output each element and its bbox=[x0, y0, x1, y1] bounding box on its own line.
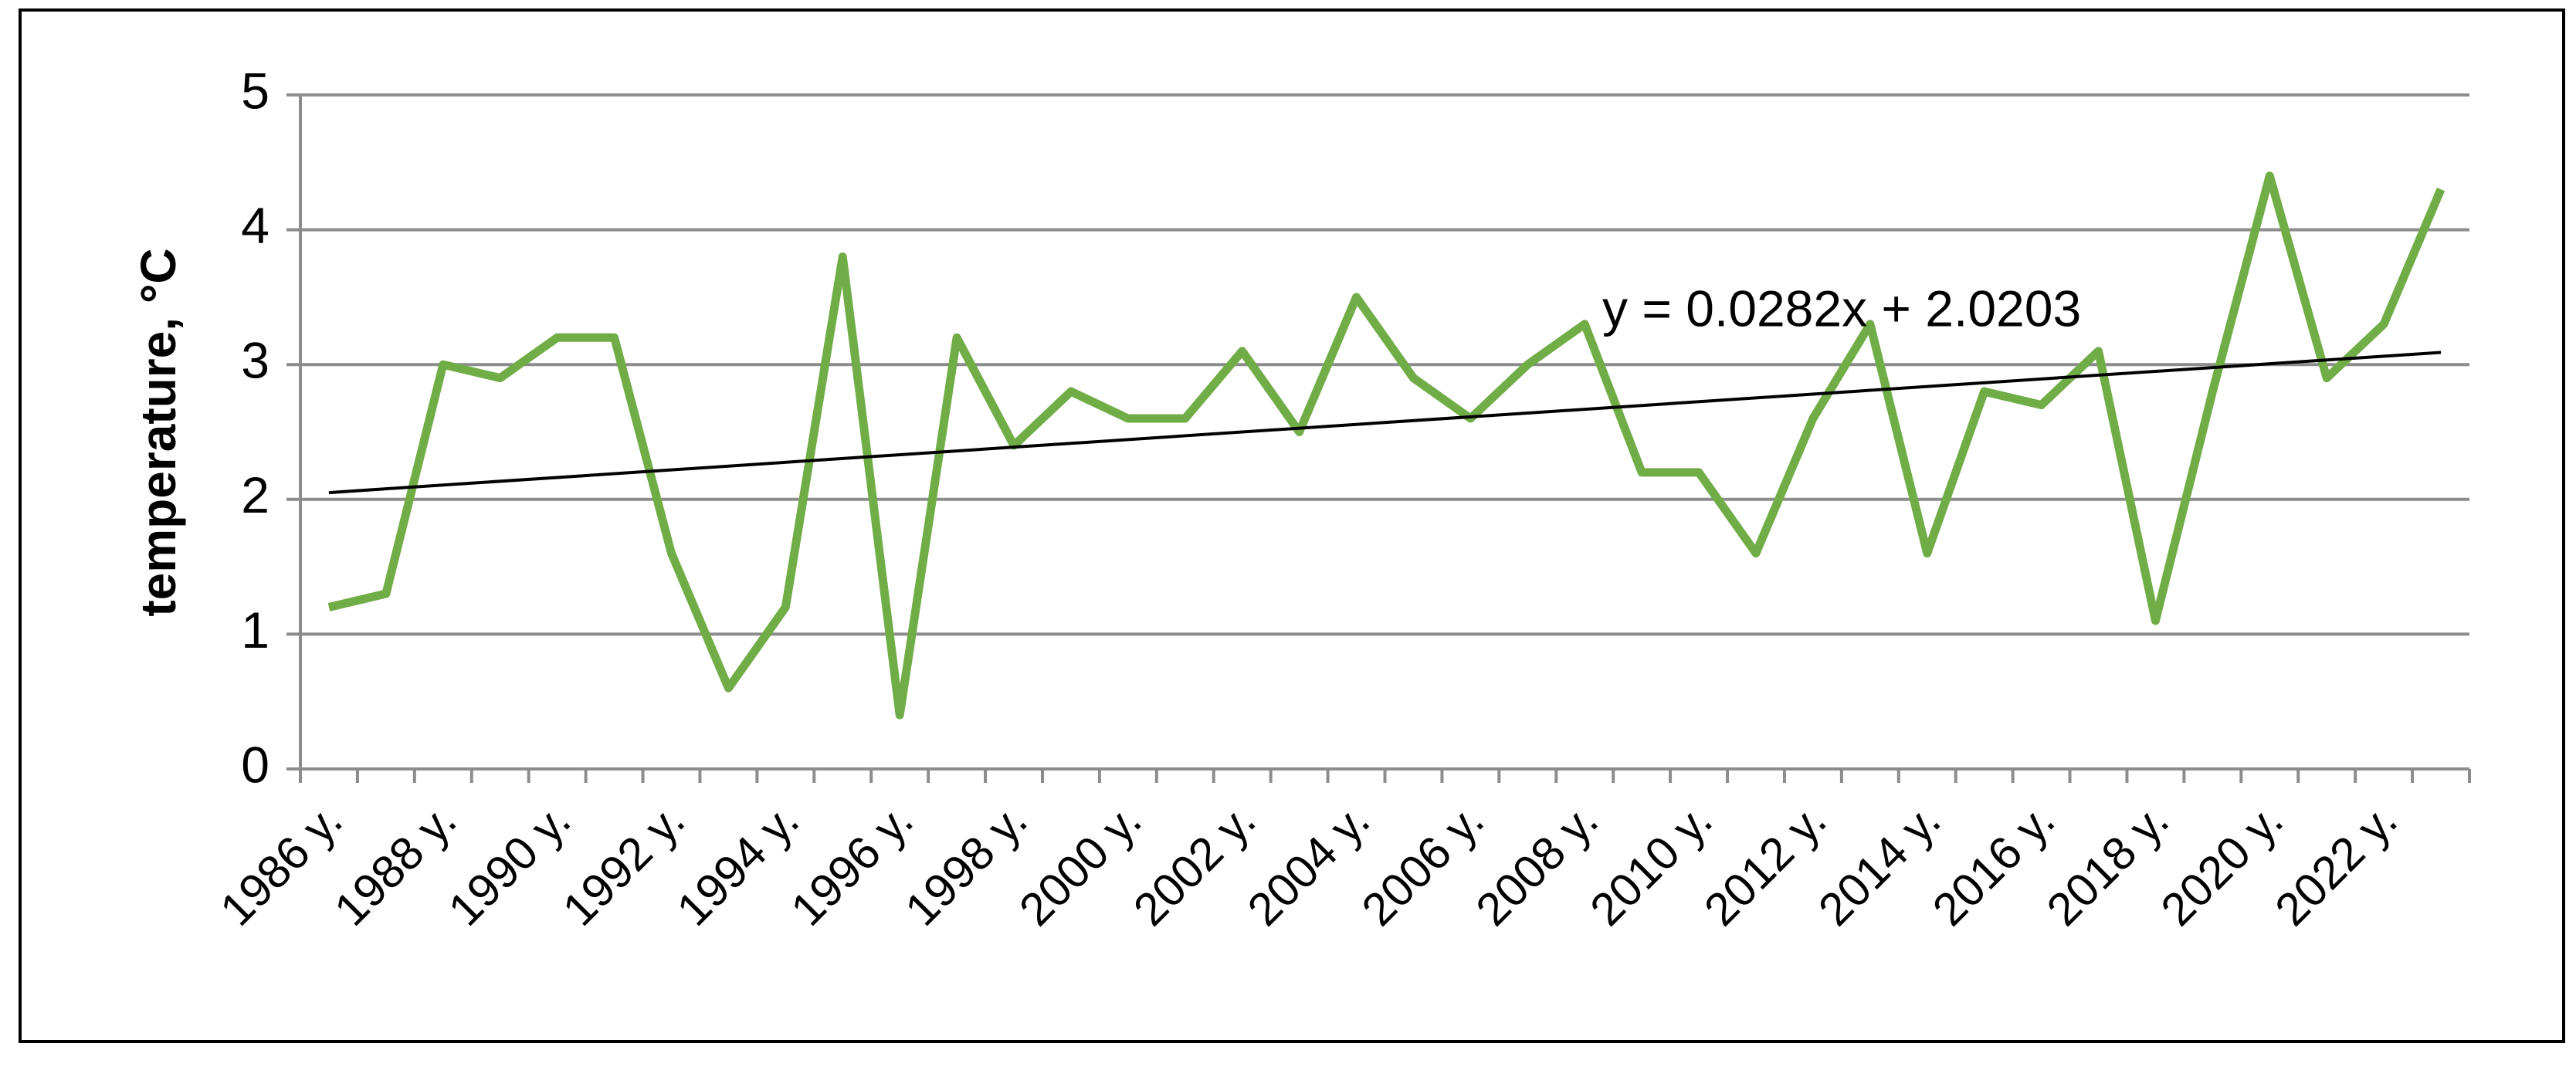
x-tick-label: 2000 y. bbox=[1009, 794, 1151, 935]
x-tick-label: 1988 y. bbox=[324, 794, 466, 935]
x-tick-label: 1998 y. bbox=[895, 794, 1036, 935]
x-tick-label: 1986 y. bbox=[210, 794, 351, 935]
y-tick-label: 3 bbox=[241, 332, 269, 389]
x-tick-label: 2020 y. bbox=[2151, 794, 2293, 935]
x-tick-label: 2014 y. bbox=[1808, 794, 1950, 935]
y-tick-label: 2 bbox=[241, 466, 269, 523]
x-tick-label: 1994 y. bbox=[667, 794, 808, 935]
x-tick-label: 2010 y. bbox=[1580, 794, 1721, 935]
x-tick-label: 2006 y. bbox=[1352, 794, 1493, 935]
y-axis-label: temperature, °C bbox=[130, 248, 186, 616]
chart-frame bbox=[19, 8, 2565, 1043]
y-tick-label: 5 bbox=[241, 62, 269, 119]
x-tick-label: 2022 y. bbox=[2265, 794, 2406, 935]
trendline bbox=[328, 351, 2442, 495]
x-tick-label: 1990 y. bbox=[439, 794, 580, 935]
y-tick-label: 1 bbox=[241, 601, 269, 659]
trendline-equation: y = 0.0282x + 2.0203 bbox=[1602, 279, 2081, 337]
y-tick-label: 4 bbox=[241, 197, 269, 254]
y-tick-label: 0 bbox=[241, 736, 269, 793]
x-tick-label: 2004 y. bbox=[1238, 794, 1379, 935]
x-tick-label: 2008 y. bbox=[1466, 794, 1608, 935]
x-tick-label: 2012 y. bbox=[1694, 794, 1835, 935]
x-tick-label: 2002 y. bbox=[1124, 794, 1265, 935]
x-tick-label: 1992 y. bbox=[553, 794, 694, 935]
x-tick-label: 2016 y. bbox=[1923, 794, 2064, 935]
data-line bbox=[327, 171, 2446, 720]
x-tick-label: 1996 y. bbox=[781, 794, 923, 935]
x-tick-label: 2018 y. bbox=[2037, 794, 2178, 935]
